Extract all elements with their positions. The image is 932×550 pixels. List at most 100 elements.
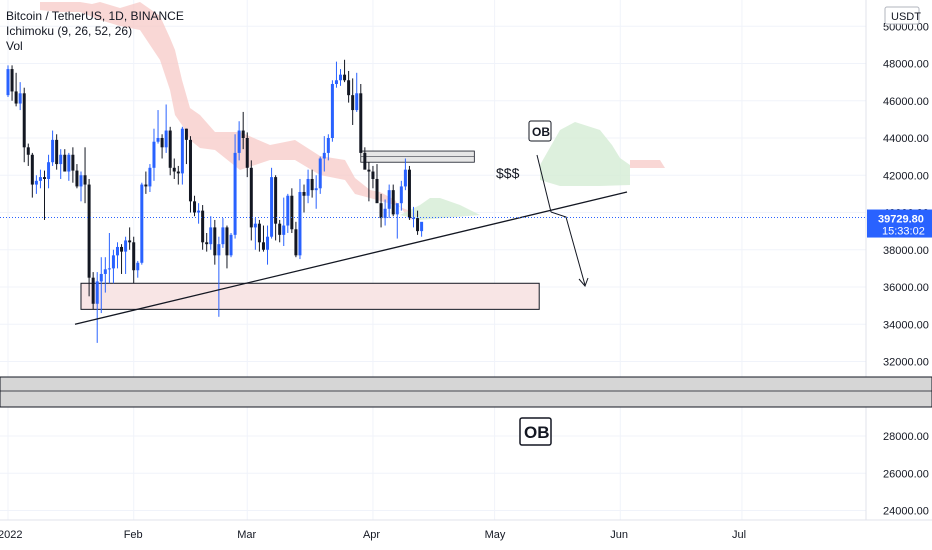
candle-body [217,244,221,256]
candle-body [124,240,128,252]
candle-body [237,130,241,153]
candle-body [229,234,233,256]
last-price-value: 39729.80 [878,214,924,226]
candle-body [156,138,160,142]
candle-body [59,154,63,165]
candle-body [115,246,119,256]
symbol-title[interactable]: Bitcoin / TetherUS, 1D, BINANCE [6,9,184,23]
candle-body [395,203,399,215]
candle-body [343,74,347,81]
price-tick-label: 28000.00 [883,431,929,443]
candle-body [197,210,201,213]
trendline [74,191,628,325]
price-tick-label: 24000.00 [883,506,929,518]
candle-body [22,93,26,148]
candle-body [51,139,55,163]
last-price-label [867,209,932,238]
volume-indicator-label[interactable]: Vol [6,39,23,53]
candle-body [63,154,67,172]
candle-body [339,74,343,81]
price-tick-label: 44000.00 [883,133,929,145]
candle-body [180,128,184,174]
ichimoku-indicator-label[interactable]: Ichimoku (9, 26, 52, 26) [6,24,133,38]
candle-body [176,171,180,174]
candle-body [351,95,355,111]
time-axis[interactable]: 2022 Feb Mar Apr May Jun Jul [0,519,932,541]
chart-legend: Bitcoin / TetherUS, 1D, BINANCE Ichimoku… [6,9,184,54]
candle-body [140,184,144,263]
candle-body [314,188,318,191]
time-tick-label: Jul [732,529,746,541]
candle-body [241,130,245,138]
time-tick-label: 2022 [0,529,22,541]
candle-body [79,175,83,187]
candle-body [310,178,314,191]
candle-body [38,177,42,181]
forecast-path [550,211,586,286]
ob-label-box-top [528,120,552,142]
candle-body [334,80,338,84]
time-tick-label: May [485,529,506,541]
candle-body [278,223,282,235]
time-tick-label: Apr [363,529,380,541]
candle-body [286,195,290,226]
candle-body [420,221,424,232]
dollar-signs-annotation: $$$ [496,165,520,181]
candle-body [188,139,192,202]
price-tick-label: 26000.00 [883,468,929,480]
candle-body [75,170,79,187]
candle-body [26,147,30,155]
candle-body [107,268,111,270]
candle-body [6,69,10,96]
price-tick-label: 32000.00 [883,357,929,369]
candle-body [205,242,209,245]
candle-body [355,93,359,111]
candle-body [87,184,91,278]
candle-body [261,242,265,250]
candle-body [347,80,351,96]
candle-body [412,218,415,220]
candle-body [383,208,387,219]
candle-body [302,192,306,196]
candle-body [403,169,407,187]
currency-badge [884,6,920,25]
pane-separator [0,376,932,408]
candle-body [294,229,298,256]
candle-body [391,190,395,215]
price-axis[interactable]: 24000.0026000.0028000.0030000.0032000.00… [865,0,932,520]
grid [0,0,866,520]
candle-body [83,175,87,185]
candle-body [120,246,124,252]
time-tick-label: Mar [237,529,256,541]
candle-body [363,152,367,170]
candle-body [55,139,59,165]
candle-body [168,130,172,168]
kumo-red-area [40,2,420,220]
candle-body [209,227,213,245]
candle-body [103,269,107,274]
candle-body [387,190,391,209]
candle-body [298,192,302,256]
price-tick-label: 36000.00 [883,282,929,294]
candle-body [201,210,205,243]
candle-body [282,225,286,235]
candle-body [367,169,371,172]
forecast-leg [536,154,552,213]
candle-body [95,281,99,304]
candle-body [318,158,322,189]
price-tick-label: 34000.00 [883,319,929,331]
currency-badge-label: USDT [891,11,921,23]
candle-body [257,223,261,243]
candle-body [249,167,253,228]
candle-body [164,130,168,148]
candle-body [290,195,294,230]
support-zone [80,282,540,310]
candle-body [18,93,22,104]
candle-body [10,69,14,92]
candle-body [221,227,225,245]
candle-body [379,203,383,219]
candle-body [99,273,103,282]
candle-body [326,138,330,153]
candle-body [128,240,132,243]
